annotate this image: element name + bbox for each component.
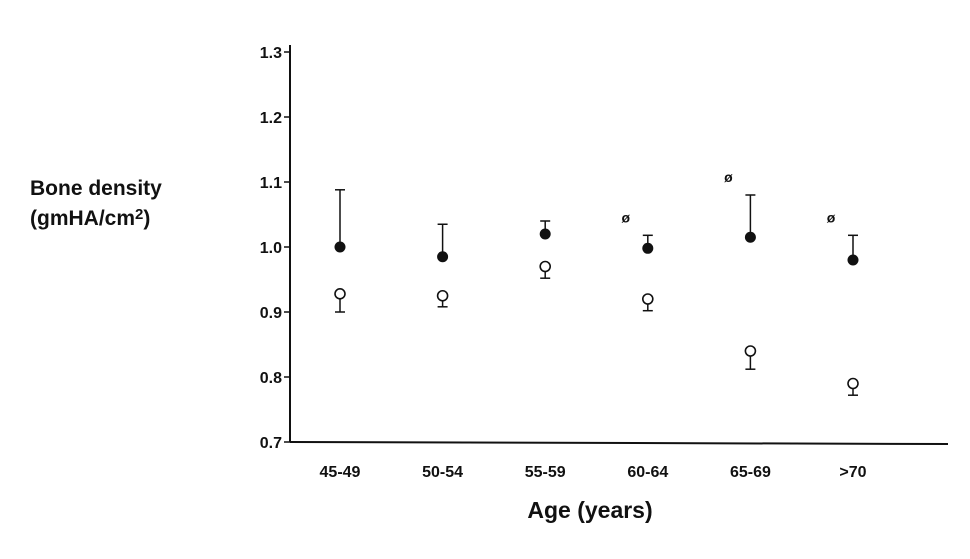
point-filled bbox=[437, 251, 449, 263]
y-tick-label: 1.3 bbox=[260, 45, 282, 62]
point-open bbox=[847, 377, 859, 390]
y-axis-ticks: 0.7 0.8 0.9 1.0 1.1 1.2 1.3 bbox=[260, 45, 290, 452]
axes bbox=[289, 45, 949, 445]
y-tick-label: 0.8 bbox=[260, 370, 282, 387]
y-tick-label: 1.0 bbox=[260, 240, 282, 257]
point-open bbox=[436, 289, 449, 302]
x-axis-ticks: 45-49 50-54 55-59 60-64 65-69 >70 bbox=[320, 464, 867, 481]
y-tick-label: 1.1 bbox=[260, 175, 282, 192]
point-filled bbox=[334, 241, 346, 253]
x-tick-label: >70 bbox=[839, 464, 866, 481]
point-filled bbox=[642, 242, 654, 254]
y-tick-label: 0.7 bbox=[260, 435, 282, 452]
x-axis-label: Age (years) bbox=[527, 497, 653, 523]
x-tick-label: 45-49 bbox=[320, 464, 361, 481]
point-open bbox=[744, 345, 757, 357]
point-filled bbox=[539, 228, 551, 240]
x-tick-label: 50-54 bbox=[422, 464, 463, 481]
point-open bbox=[539, 260, 552, 273]
point-open bbox=[641, 293, 654, 305]
x-tick-label: 60-64 bbox=[627, 464, 668, 481]
y-axis-label: Bone density (gmHA/cm2) bbox=[30, 176, 220, 232]
point-filled bbox=[847, 254, 859, 266]
significance-marker: ø bbox=[827, 209, 836, 225]
point-open bbox=[334, 287, 346, 300]
x-tick-label: 65-69 bbox=[730, 464, 771, 481]
x-tick-label: 55-59 bbox=[525, 464, 566, 481]
x-axis-line bbox=[289, 441, 949, 445]
y-axis-title: Bone density bbox=[30, 177, 162, 200]
point-filled bbox=[744, 231, 756, 243]
data-marks: ø ø ø bbox=[334, 169, 859, 396]
y-tick-label: 0.9 bbox=[260, 305, 282, 322]
significance-marker: ø bbox=[622, 209, 631, 225]
y-axis-unit: (gmHA/cm2) bbox=[30, 206, 151, 230]
significance-marker: ø bbox=[724, 169, 733, 185]
y-tick-label: 1.2 bbox=[260, 110, 282, 127]
